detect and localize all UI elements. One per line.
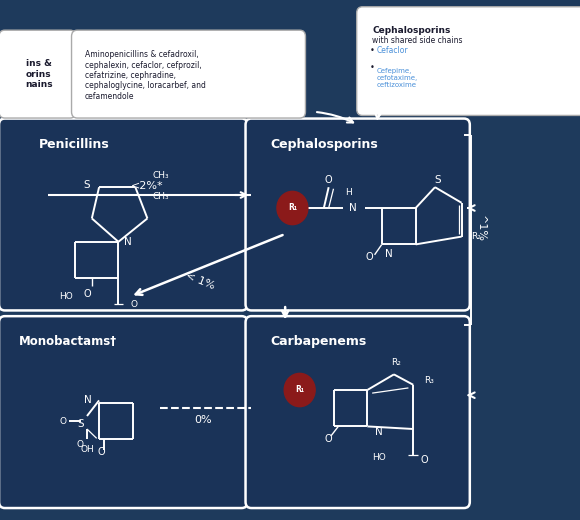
Text: Carbapenems: Carbapenems [271, 335, 367, 348]
Text: O: O [420, 455, 428, 465]
Text: N: N [385, 249, 393, 259]
Text: •: • [370, 63, 375, 72]
Text: R₃: R₃ [424, 376, 434, 385]
Text: Aminopenicillins & cefadroxil,
cephalexin, cefaclor, cefprozil,
cefatrizine, cep: Aminopenicillins & cefadroxil, cephalexi… [85, 50, 205, 101]
Text: Cefaclor: Cefaclor [377, 46, 409, 55]
FancyBboxPatch shape [0, 119, 248, 310]
Text: with shared side chains: with shared side chains [372, 36, 463, 45]
Text: <2%*: <2%* [131, 180, 164, 191]
Text: N: N [375, 426, 382, 437]
FancyBboxPatch shape [0, 316, 248, 508]
Text: CH₃: CH₃ [152, 171, 169, 180]
Text: Monobactams†: Monobactams† [19, 335, 118, 348]
FancyBboxPatch shape [245, 119, 470, 310]
Text: R₂: R₂ [392, 358, 401, 368]
Text: N: N [124, 237, 132, 247]
Text: O: O [97, 447, 106, 458]
Text: O: O [366, 252, 374, 263]
Text: O: O [325, 175, 332, 186]
Text: R₁: R₁ [295, 385, 305, 395]
Text: O: O [130, 300, 137, 309]
Text: < 1%: < 1% [184, 270, 216, 291]
Text: R₂: R₂ [471, 232, 481, 241]
Text: O: O [325, 434, 332, 445]
Text: ^1%: ^1% [476, 215, 486, 242]
Text: N: N [84, 395, 92, 406]
Text: R₁: R₁ [288, 203, 297, 213]
Text: S: S [77, 419, 84, 429]
Text: HO: HO [372, 453, 386, 462]
Text: Cephalosporins: Cephalosporins [271, 138, 378, 151]
Text: CH₃: CH₃ [152, 192, 169, 201]
FancyBboxPatch shape [357, 7, 580, 115]
Text: Cephalosporins: Cephalosporins [372, 26, 451, 35]
Text: 0%: 0% [194, 414, 212, 425]
Text: •: • [370, 46, 375, 55]
Text: H: H [345, 188, 351, 197]
Text: HO: HO [59, 292, 72, 301]
Text: O: O [76, 440, 84, 449]
Text: O: O [59, 417, 66, 426]
Circle shape [277, 191, 308, 225]
Text: ins &
orins
nains: ins & orins nains [25, 59, 52, 89]
Text: S: S [84, 179, 90, 190]
Text: Cefepime,
cefotaxime,
ceftizoxime: Cefepime, cefotaxime, ceftizoxime [377, 68, 418, 87]
Text: O: O [83, 289, 91, 299]
Circle shape [284, 373, 315, 407]
FancyBboxPatch shape [245, 316, 470, 508]
FancyBboxPatch shape [0, 30, 76, 118]
Text: Penicillins: Penicillins [39, 138, 110, 151]
Text: OH: OH [80, 445, 94, 454]
Text: N: N [349, 203, 357, 213]
Text: S: S [434, 175, 441, 186]
FancyBboxPatch shape [71, 30, 306, 118]
